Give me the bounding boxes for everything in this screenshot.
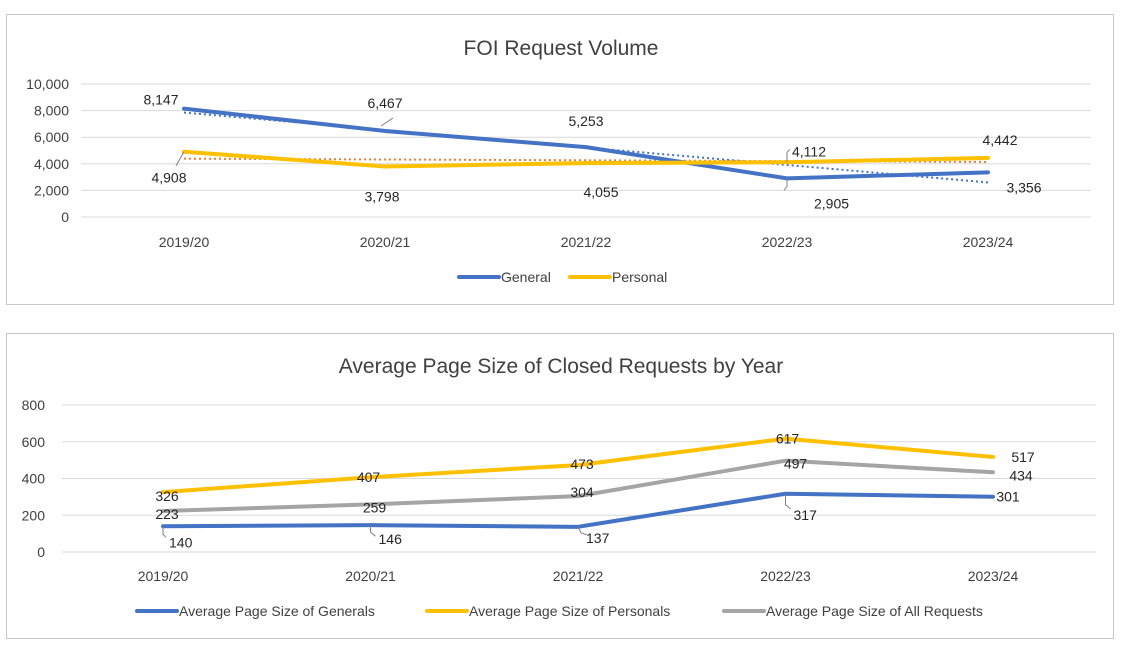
data-label: 497 bbox=[784, 456, 808, 472]
chart-panel-average-page-size: Average Page Size of Closed Requests by … bbox=[6, 333, 1114, 639]
chart-foi-request-volume: FOI Request Volume 0 2,000 4,000 6,000 8,000 1… bbox=[26, 37, 1091, 285]
x-tick-label: 2020/21 bbox=[360, 234, 411, 250]
leader-line bbox=[370, 525, 376, 537]
data-label: 617 bbox=[776, 431, 800, 447]
y-tick-label: 0 bbox=[61, 209, 69, 225]
legend-label: Average Page Size of Personals bbox=[469, 603, 670, 619]
data-label: 3,356 bbox=[1006, 179, 1041, 195]
leader-line bbox=[786, 148, 791, 163]
x-tick-label: 2022/23 bbox=[760, 568, 811, 584]
series-line-average-page-size-of-generals bbox=[161, 491, 995, 529]
data-label: 146 bbox=[379, 531, 403, 547]
y-tick-label: 0 bbox=[37, 544, 45, 560]
data-label: 4,112 bbox=[792, 143, 826, 159]
legend-label: Personal bbox=[612, 269, 667, 285]
x-tick-label: 2019/20 bbox=[159, 234, 210, 250]
series-line-average-page-size-of-personals bbox=[161, 436, 995, 495]
data-label: 137 bbox=[586, 530, 610, 546]
leader-line bbox=[175, 151, 185, 166]
data-label: 4,055 bbox=[583, 184, 618, 200]
chart-title: FOI Request Volume bbox=[464, 37, 659, 60]
data-label: 407 bbox=[357, 469, 381, 485]
x-tick-label: 2021/22 bbox=[561, 234, 612, 250]
data-label: 317 bbox=[794, 507, 818, 523]
leader-line bbox=[783, 178, 788, 191]
data-label: 326 bbox=[155, 488, 179, 504]
data-label: 4,442 bbox=[982, 132, 1017, 148]
leader-line bbox=[785, 493, 791, 510]
y-tick-label: 8,000 bbox=[34, 103, 69, 119]
x-tick-label: 2020/21 bbox=[345, 568, 396, 584]
series-line-average-page-size-of-all-requests bbox=[161, 458, 995, 514]
legend-label: General bbox=[501, 269, 551, 285]
data-label: 517 bbox=[1011, 449, 1035, 465]
chart-title: Average Page Size of Closed Requests by … bbox=[339, 355, 783, 378]
data-label: 5,253 bbox=[568, 113, 603, 129]
legend-label: Average Page Size of All Requests bbox=[766, 603, 983, 619]
data-label: 2,905 bbox=[814, 195, 849, 211]
data-label: 434 bbox=[1009, 467, 1033, 483]
data-label: 259 bbox=[363, 499, 387, 515]
data-label: 4,908 bbox=[151, 170, 186, 186]
data-label: 304 bbox=[570, 484, 594, 500]
leader-line bbox=[162, 526, 167, 538]
data-label: 8,147 bbox=[143, 92, 178, 108]
data-label: 473 bbox=[570, 456, 594, 472]
y-tick-label: 4,000 bbox=[34, 156, 69, 172]
chart-panel-foi-request-volume: FOI Request Volume 0 2,000 4,000 6,000 8,000 1… bbox=[6, 14, 1114, 305]
y-tick-label: 400 bbox=[22, 471, 46, 487]
x-tick-label: 2023/24 bbox=[963, 234, 1014, 250]
y-tick-label: 6,000 bbox=[34, 129, 69, 145]
data-label: 140 bbox=[169, 534, 193, 550]
data-label: 6,467 bbox=[367, 95, 402, 111]
y-tick-label: 800 bbox=[22, 397, 46, 413]
y-tick-label: 200 bbox=[22, 507, 46, 523]
x-tick-label: 2021/22 bbox=[553, 568, 604, 584]
x-tick-label: 2022/23 bbox=[762, 234, 813, 250]
series-line-personal bbox=[182, 149, 990, 169]
data-label: 3,798 bbox=[364, 188, 399, 204]
data-label: 301 bbox=[996, 489, 1020, 505]
legend-label: Average Page Size of Generals bbox=[179, 603, 375, 619]
y-tick-label: 10,000 bbox=[26, 76, 69, 92]
y-tick-label: 600 bbox=[22, 434, 46, 450]
leader-line bbox=[380, 117, 394, 127]
chart-average-page-size: Average Page Size of Closed Requests by … bbox=[22, 355, 1096, 619]
leader-line bbox=[577, 526, 588, 536]
series-line-general bbox=[182, 106, 990, 181]
y-tick-label: 2,000 bbox=[34, 182, 69, 198]
x-tick-label: 2023/24 bbox=[968, 568, 1019, 584]
x-tick-label: 2019/20 bbox=[138, 568, 189, 584]
data-label: 223 bbox=[155, 506, 179, 522]
